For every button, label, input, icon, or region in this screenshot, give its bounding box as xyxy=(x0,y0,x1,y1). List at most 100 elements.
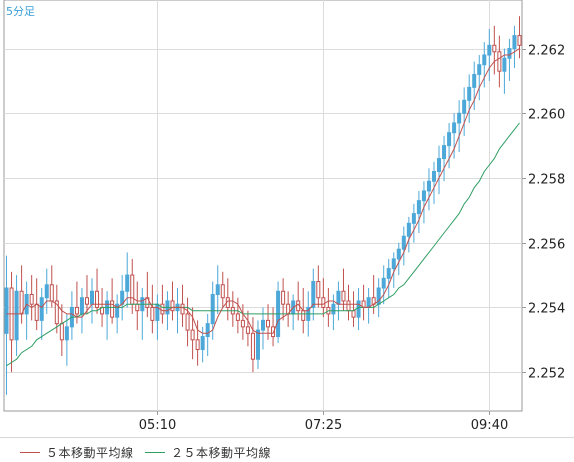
candle-body xyxy=(110,300,115,318)
candle-body xyxy=(431,171,436,182)
candle-body xyxy=(452,122,457,134)
candle-body xyxy=(477,64,482,75)
candle-body xyxy=(235,313,240,321)
candle-body xyxy=(281,290,286,305)
candle-body xyxy=(29,293,34,305)
candle-body xyxy=(482,54,487,66)
x-tick-label: 05:10 xyxy=(139,418,176,433)
candle-body xyxy=(507,48,512,59)
candle-body xyxy=(396,248,401,260)
candle-body xyxy=(255,329,260,360)
candle-body xyxy=(250,332,255,360)
candle-body xyxy=(517,35,522,46)
candle-body xyxy=(462,99,467,114)
candle-body xyxy=(321,297,326,308)
candle-body xyxy=(386,268,391,279)
candle-body xyxy=(170,300,175,312)
candle-body xyxy=(341,290,346,302)
ma25-line xyxy=(6,122,520,367)
candle-body xyxy=(426,180,431,192)
candle-body xyxy=(220,284,225,299)
x-tick-label: 07:25 xyxy=(305,418,342,433)
candle-body xyxy=(90,290,95,305)
candle-body xyxy=(492,44,497,53)
x-tick-label: 09:40 xyxy=(471,418,508,433)
candle-body xyxy=(512,35,517,50)
candle-body xyxy=(381,277,386,289)
candle-body xyxy=(160,303,165,315)
y-tick-label: 2.260 xyxy=(528,108,565,123)
candle-body xyxy=(34,303,39,321)
candle-body xyxy=(74,306,79,315)
candle-body xyxy=(301,310,306,321)
candle-body xyxy=(447,132,452,147)
candle-body xyxy=(125,274,130,292)
y-tick-label: 2.258 xyxy=(528,173,565,188)
legend-item-ma5: ５本移動平均線 xyxy=(20,444,134,461)
candle-body xyxy=(442,145,447,160)
candle-body xyxy=(351,310,356,318)
candle-body xyxy=(487,44,492,56)
legend-swatch-ma25 xyxy=(145,452,165,453)
candle-body xyxy=(467,86,472,101)
legend-label-ma5: ５本移動平均線 xyxy=(46,446,134,460)
candle-body xyxy=(356,300,361,318)
candle-body xyxy=(240,319,245,328)
legend-item-ma25: ２５本移動平均線 xyxy=(145,444,271,461)
candle-body xyxy=(311,281,316,308)
candle-body xyxy=(366,297,371,308)
candle-body xyxy=(195,339,200,351)
candle-body xyxy=(4,287,9,334)
candle-body xyxy=(401,235,406,250)
candle-body xyxy=(79,297,84,315)
candle-body xyxy=(391,258,396,270)
candle-body xyxy=(59,323,64,341)
y-tick-label: 2.262 xyxy=(528,44,565,59)
candle-body xyxy=(49,284,54,302)
candle-body xyxy=(14,290,19,341)
legend: ５本移動平均線 ２５本移動平均線 xyxy=(0,437,574,462)
candle-body xyxy=(84,297,89,305)
ma5-line xyxy=(6,48,520,334)
candle-body xyxy=(155,303,160,321)
candle-body xyxy=(19,290,24,315)
y-tick-label: 2.252 xyxy=(528,367,565,382)
candle-body xyxy=(316,281,321,299)
candle-body xyxy=(421,190,426,202)
legend-label-ma25: ２５本移動平均線 xyxy=(171,446,272,460)
candle-body xyxy=(260,319,266,331)
candle-body xyxy=(64,326,69,341)
y-tick-label: 2.256 xyxy=(528,238,565,253)
candle-body xyxy=(472,73,477,88)
candle-body xyxy=(406,222,411,237)
candle-body xyxy=(205,323,210,338)
candle-body xyxy=(39,297,44,321)
candle-body xyxy=(200,336,205,351)
candle-body xyxy=(115,303,120,318)
candle-body xyxy=(411,213,416,224)
candle-body xyxy=(346,300,351,312)
timeframe-label: 5分足 xyxy=(6,5,35,18)
candle-body xyxy=(190,329,195,341)
candle-body xyxy=(185,313,190,331)
candle-body xyxy=(271,326,276,338)
candle-body xyxy=(331,303,336,315)
candle-body xyxy=(150,306,155,321)
legend-swatch-ma5 xyxy=(20,452,40,453)
candle-body xyxy=(95,290,100,308)
candle-body xyxy=(245,326,250,334)
candle-body xyxy=(336,290,341,305)
candle-body xyxy=(210,293,215,325)
candle-body xyxy=(54,300,59,325)
candle-body xyxy=(266,319,271,328)
candle-body xyxy=(437,158,442,173)
chart-canvas: 2.262 2.260 2.258 2.256 2.254 2.252 05:10 07:25… xyxy=(3,0,565,433)
candle-body xyxy=(215,284,220,295)
candle-body xyxy=(44,284,49,299)
y-tick-label: 2.254 xyxy=(528,302,565,317)
candle-body xyxy=(497,51,502,72)
candle-body xyxy=(416,200,421,215)
candle-body xyxy=(180,303,185,315)
candle-body xyxy=(457,112,462,124)
